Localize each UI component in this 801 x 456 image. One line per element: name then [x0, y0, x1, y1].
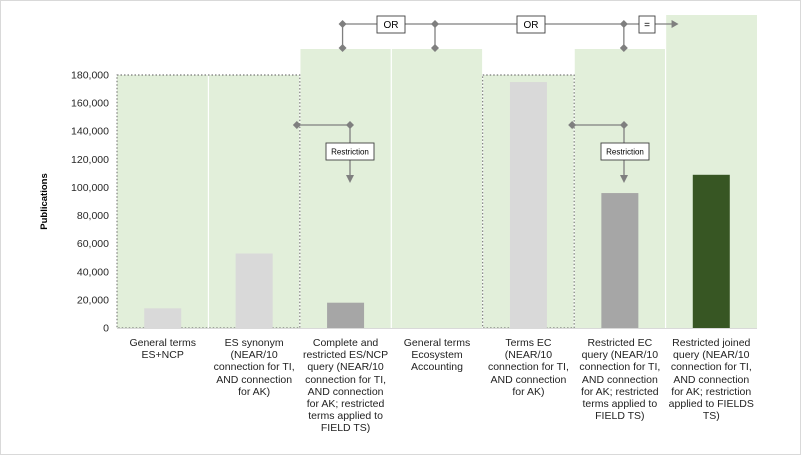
connector-diamond [619, 44, 628, 52]
connector-diamond [292, 121, 301, 129]
y-tick-label: 100,000 [71, 182, 109, 194]
restriction-label-es-text: Restriction [331, 147, 369, 156]
y-tick-label: 80,000 [77, 210, 109, 222]
arrow-head-down [620, 175, 628, 183]
bar [601, 193, 639, 328]
x-tick-label: Restricted EC query (NEAR/10 connection … [579, 337, 661, 423]
arrow-head-right [671, 20, 679, 28]
y-tick-label: 60,000 [77, 238, 109, 250]
equals-label [638, 15, 656, 34]
or-label-1 [376, 15, 406, 34]
y-tick-label: 20,000 [77, 294, 109, 306]
y-tick-label: 180,000 [71, 70, 109, 82]
arrow-head-down [346, 175, 354, 183]
group-box-ec [482, 74, 575, 329]
x-tick-label: General terms Ecosystem Accounting [403, 337, 471, 374]
or-label-2 [516, 15, 546, 34]
connector-diamond [431, 20, 439, 28]
y-axis-label: Publications [39, 173, 50, 229]
restriction-label-ec-text: Restriction [606, 147, 644, 156]
restriction-label-ec [600, 142, 650, 161]
y-tick-label: 140,000 [71, 126, 109, 138]
restriction-label-es [325, 142, 375, 161]
bar [509, 82, 547, 329]
equals-label-text: = [644, 20, 650, 31]
y-tick-label: 160,000 [71, 98, 109, 110]
bar [692, 174, 730, 328]
connector-diamond [568, 121, 577, 129]
connector-diamond [338, 44, 347, 52]
group-box-es [116, 74, 301, 329]
or-label-2-text: OR [524, 20, 539, 31]
connector-diamond [619, 20, 628, 28]
bar [144, 308, 182, 328]
x-tick-label: Terms EC (NEAR/10 connection for TI, AND… [487, 337, 569, 398]
connector-diamond [338, 20, 347, 28]
y-tick-label: 0 [103, 323, 109, 335]
connector-diamond [431, 44, 439, 52]
bar [327, 302, 365, 328]
x-tick-label: ES synonym (NEAR/10 connection for TI, A… [213, 337, 295, 398]
or-label-1-text: OR [384, 20, 399, 31]
x-tick-label: Complete and restricted ES/NCP query (NE… [302, 337, 389, 435]
y-tick-label: 120,000 [71, 154, 109, 166]
x-tick-label: General terms ES+NCP [129, 337, 196, 362]
y-tick-label: 40,000 [77, 266, 109, 278]
x-tick-label: Restricted joined query (NEAR/10 connect… [668, 337, 754, 423]
bar [235, 253, 273, 328]
